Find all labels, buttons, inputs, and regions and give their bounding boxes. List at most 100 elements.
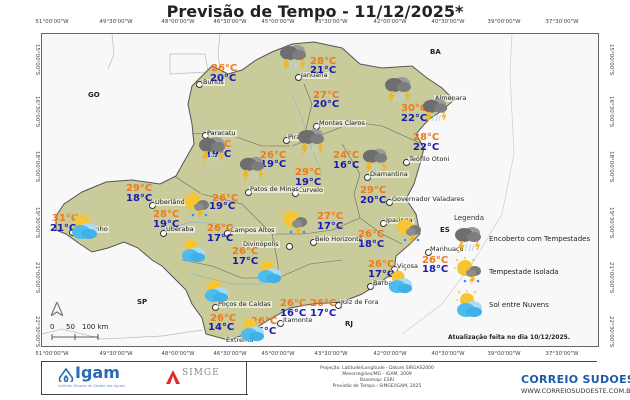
- max-temp: 28°C: [153, 209, 180, 220]
- sun-cloud-icon: [69, 212, 99, 240]
- city-label: Almenara: [434, 94, 468, 102]
- scale-label: 100 km: [82, 323, 109, 331]
- min-temp: 16°C: [280, 308, 307, 319]
- lat-tick: 21°00'00"S: [34, 262, 40, 294]
- storm-cloud-icon: [420, 96, 450, 124]
- lon-tick: 43°30'00"W: [314, 19, 348, 25]
- simge-logo-text: SIMGE: [182, 368, 220, 378]
- footer-info: Projeção: Latitude/Longitude - Datum SIR…: [246, 361, 597, 394]
- max-temp: 26°C: [368, 259, 395, 270]
- city-marker[interactable]: [286, 243, 293, 250]
- sun-cloud-icon: [386, 268, 414, 294]
- max-temp: 27°C: [317, 211, 344, 222]
- sun-cloud-icon: [255, 258, 283, 284]
- storm-cloud-icon: [237, 154, 267, 182]
- lat-tick: 21°00'00"S: [608, 262, 614, 294]
- max-temp: 28°C: [310, 56, 337, 67]
- map-frame: BA GO SP ES RJ Buritis 26°C 20°C Januári…: [41, 33, 599, 347]
- min-temp: 21°C: [50, 223, 77, 234]
- scale-label: 50: [66, 323, 75, 331]
- projection-line: Mesorregiões/MG - IGAM, 2009: [342, 372, 412, 377]
- lat-tick: 19°30'00"S: [608, 207, 614, 239]
- min-temp: 18°C: [358, 239, 385, 250]
- min-temp: 18°C: [422, 264, 449, 275]
- storm-cloud-icon: [295, 126, 327, 156]
- min-temp: 19°C: [295, 177, 322, 188]
- lon-tick: 40°30'00"W: [431, 351, 465, 357]
- min-temp: 17°C: [207, 233, 234, 244]
- footer-logos: Igam Instituto Mineiro de Gestão das Águ…: [41, 361, 248, 395]
- lon-tick: 46°30'00"W: [213, 351, 247, 357]
- city-label: Belo Horizonte: [314, 235, 364, 243]
- legend-label: Tempestade Isolada: [489, 268, 559, 276]
- max-temp: 31°C: [52, 213, 79, 224]
- projection-line: Projeção: Latitude/Longitude - Datum SIR…: [320, 366, 434, 371]
- lon-tick: 49°30'00"W: [99, 351, 133, 357]
- lat-tick: 18°00'00"S: [34, 151, 40, 183]
- lon-tick: 40°30'00"W: [431, 19, 465, 25]
- legend-label: Sol entre Nuvens: [489, 301, 549, 309]
- igam-logo-text: Igam: [75, 363, 120, 382]
- lon-tick: 39°00'00"W: [487, 351, 521, 357]
- brand-url[interactable]: WWW.CORREIOSUDOESTE.COM.BR: [521, 387, 630, 395]
- min-temp: 17°C: [368, 269, 395, 280]
- lon-tick: 45°00'00"W: [261, 19, 295, 25]
- city-label: Januária: [300, 71, 329, 79]
- lon-tick: 43°30'00"W: [314, 351, 348, 357]
- max-temp: 26°C: [358, 229, 385, 240]
- lon-tick: 37°30'00"W: [545, 19, 579, 25]
- lon-tick: 51°00'00"W: [35, 351, 69, 357]
- city-label: Paracatu: [206, 129, 237, 137]
- storm-cloud-icon: [382, 74, 414, 104]
- city-label: Extrema: [225, 336, 255, 344]
- projection-info: Projeção: Latitude/Longitude - Datum SIR…: [307, 366, 447, 390]
- min-temp: 16°C: [333, 160, 360, 171]
- city-label: Poços de Caldas: [217, 300, 272, 308]
- igam-logo-icon: [58, 368, 74, 382]
- city-label: Montes Claros: [318, 119, 366, 127]
- update-note: Atualização feita no dia 10/12/2025.: [448, 334, 571, 341]
- lat-tick: 15°00'00"S: [608, 44, 614, 76]
- isolated-storm-icon: [280, 208, 310, 236]
- simge-logo-icon: [166, 370, 180, 384]
- sun-cloud-icon: [454, 290, 484, 318]
- lat-tick: 22°30'00"S: [34, 316, 40, 348]
- state-label-es: ES: [440, 226, 450, 234]
- min-temp: 20°C: [210, 73, 237, 84]
- min-temp: 20°C: [313, 99, 340, 110]
- storm-cloud-icon: [277, 42, 309, 72]
- max-temp: 26°C: [207, 223, 234, 234]
- lat-tick: 18°00'00"S: [608, 151, 614, 183]
- max-temp: 26°C: [232, 246, 259, 257]
- city-marker[interactable]: [160, 230, 167, 237]
- max-temp: 30°C: [401, 103, 428, 114]
- city-label: Juiz de Fora: [340, 298, 380, 306]
- sun-cloud-icon: [179, 237, 207, 263]
- max-temp: 26°C: [310, 298, 337, 309]
- projection-line: Previsão de Tempo - SIMGE/IGAM, 2025: [332, 384, 422, 389]
- city-label: Teófilo Otoni: [408, 155, 451, 163]
- max-temp: 24°C: [333, 150, 360, 161]
- max-temp: 28°C: [413, 132, 440, 143]
- city-label: Viçosa: [396, 262, 420, 270]
- igam-subtitle: Instituto Mineiro de Gestão das Águas: [58, 384, 125, 388]
- min-temp: 19°C: [153, 219, 180, 230]
- city-label: Governador Valadares: [391, 195, 466, 203]
- min-temp: 22°C: [413, 142, 440, 153]
- projection-line: Basemap: ESRI: [359, 378, 395, 383]
- max-temp: 26°C: [280, 298, 307, 309]
- lon-tick: 46°30'00"W: [213, 19, 247, 25]
- min-temp: 17°C: [310, 308, 337, 319]
- max-temp: 26°C: [422, 255, 449, 266]
- isolated-storm-icon: [182, 191, 212, 219]
- min-temp: 19°C: [209, 201, 236, 212]
- storm-cloud-icon: [196, 134, 228, 164]
- storm-cloud-icon: [452, 224, 484, 254]
- isolated-storm-icon: [454, 257, 484, 285]
- max-temp: 26°C: [210, 313, 237, 324]
- state-label-ba: BA: [430, 48, 441, 56]
- lon-tick: 37°30'00"W: [545, 351, 579, 357]
- min-temp: 14°C: [208, 322, 235, 333]
- lon-tick: 48°00'00"W: [161, 351, 195, 357]
- brand-name: CORREIO SUDOESTE: [521, 373, 630, 386]
